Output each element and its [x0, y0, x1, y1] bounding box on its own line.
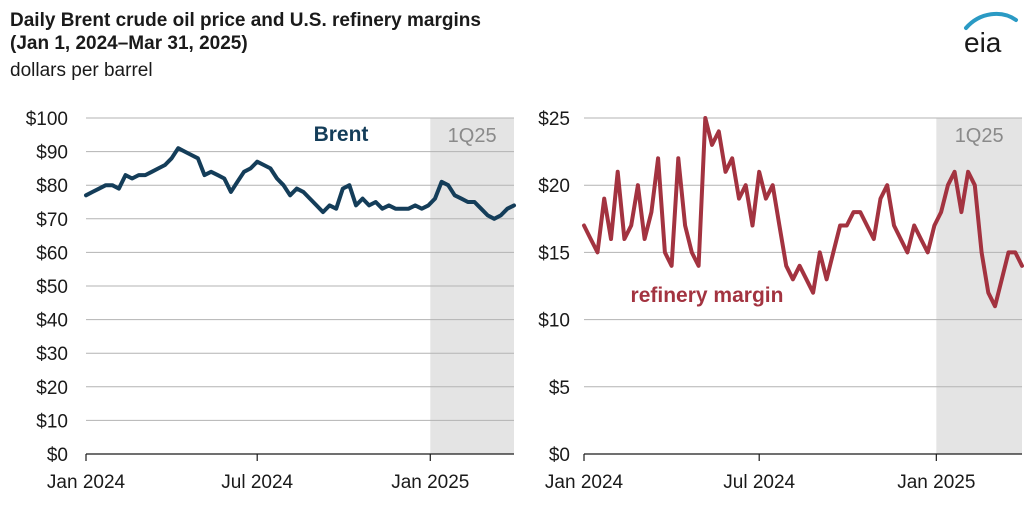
y-tick-label: $30 — [36, 344, 68, 365]
logo-arc — [964, 11, 1018, 30]
y-tick-label: $0 — [47, 445, 68, 466]
shaded-label-1: 1Q25 — [448, 125, 497, 147]
y-tick-label: $5 — [549, 378, 570, 399]
x-tick-label: Jul 2024 — [723, 472, 795, 493]
y-tick-label: $20 — [538, 176, 570, 197]
x-tick-label: Jan 2024 — [545, 472, 624, 493]
y-tick-label: $10 — [538, 311, 570, 332]
y-tick-label: $50 — [36, 277, 68, 298]
y-tick-label: $60 — [36, 243, 68, 264]
y-tick-label: $15 — [538, 243, 570, 264]
y-tick-label: $90 — [36, 143, 68, 164]
shaded-label-2: 1Q25 — [955, 125, 1004, 147]
y-tick-label: $10 — [36, 411, 68, 432]
y-tick-label: $25 — [538, 109, 570, 130]
chart-title: Daily Brent crude oil price and U.S. ref… — [10, 10, 481, 31]
y-tick-label: $0 — [549, 445, 570, 466]
x-tick-label: Jan 2024 — [47, 472, 126, 493]
eia-logo-icon: eia — [964, 11, 1018, 58]
shaded-region-2 — [936, 118, 1022, 454]
series-label-2: refinery margin — [631, 284, 784, 307]
x-tick-label: Jul 2024 — [221, 472, 293, 493]
y-tick-label: $20 — [36, 378, 68, 399]
series-line-1 — [84, 146, 516, 221]
y-tick-label: $100 — [26, 109, 68, 130]
unit-label: dollars per barrel — [10, 60, 153, 81]
series-line-2 — [582, 116, 1024, 309]
y-tick-label: $40 — [36, 311, 68, 332]
series-label-1: Brent — [314, 123, 369, 146]
x-tick-label: Jan 2025 — [391, 472, 469, 493]
logo-text: eia — [964, 27, 1002, 58]
y-tick-label: $80 — [36, 176, 68, 197]
x-tick-label: Jan 2025 — [897, 472, 975, 493]
y-tick-label: $70 — [36, 210, 68, 231]
chart-subtitle: (Jan 1, 2024–Mar 31, 2025) — [10, 33, 248, 54]
